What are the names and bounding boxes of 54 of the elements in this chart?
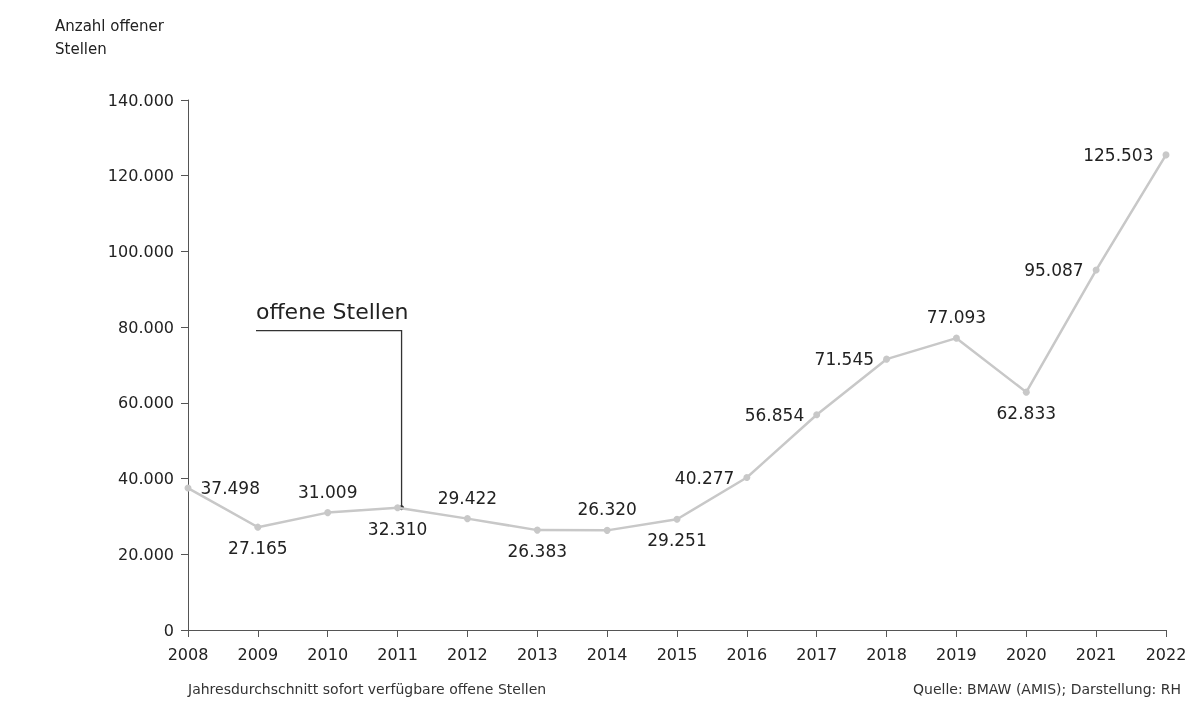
data-label: 32.310 — [367, 518, 428, 539]
data-label: 71.545 — [814, 349, 875, 370]
y-tick-label: 0 — [163, 620, 174, 640]
data-label: 27.165 — [228, 538, 288, 559]
point — [883, 355, 891, 363]
x-tick-label: 2015 — [656, 644, 698, 664]
x-tick-label: 2013 — [516, 644, 558, 664]
x-tick-label: 2022 — [1145, 644, 1187, 664]
x-tick-label: 2014 — [586, 644, 628, 664]
data-label: 95.087 — [1024, 260, 1084, 281]
y-tick-label: 20.000 — [118, 544, 174, 564]
point — [394, 504, 402, 512]
x-tick-label: 2019 — [936, 644, 977, 664]
x-tick-label: 2011 — [377, 644, 418, 664]
data-label: 37.498 — [200, 478, 260, 499]
data-label: 40.277 — [674, 467, 735, 488]
data-label: 56.854 — [744, 404, 805, 425]
x-tick-label: 2021 — [1075, 644, 1117, 664]
x-tick-label: 2020 — [1005, 644, 1047, 664]
x-tick-label: 2012 — [447, 644, 488, 664]
y-tick-label: 80.000 — [118, 317, 174, 337]
data-label: 29.422 — [437, 487, 498, 508]
point — [533, 526, 541, 534]
data-label: 62.833 — [996, 403, 1057, 424]
y-tick-label: 60.000 — [118, 393, 174, 413]
point — [324, 509, 332, 517]
point — [952, 334, 960, 342]
x-tick-label: 2009 — [237, 644, 279, 664]
point — [603, 526, 611, 534]
y-axis-title: Anzahl offener Stellen — [55, 16, 169, 58]
x-tick-label: 2017 — [796, 644, 838, 664]
x-tick-label: 2010 — [307, 644, 349, 664]
x-tick-label: 2018 — [866, 644, 907, 664]
y-tick-label: 120.000 — [107, 166, 174, 186]
data-label: 31.009 — [297, 481, 358, 502]
point — [254, 523, 262, 531]
point — [1022, 388, 1030, 396]
point — [813, 411, 821, 419]
text: Jahresdurchschnitt sofort verfügbare offene Stellen — [187, 681, 547, 697]
y-tick-label: 40.000 — [118, 469, 174, 489]
y-tick-label: 100.000 — [107, 241, 174, 261]
data-label: 29.251 — [647, 530, 707, 551]
point — [673, 515, 681, 523]
x-tick-label: 2016 — [726, 644, 768, 664]
data-label: 26.383 — [507, 541, 568, 562]
text: offene Stellen — [256, 299, 409, 325]
data-label: 125.503 — [1083, 144, 1154, 165]
point — [463, 515, 471, 523]
source-note: Quelle: BMAW (AMIS); Darstellung: RH — [913, 681, 1182, 697]
data-label: 26.320 — [577, 499, 637, 520]
y-tick-label: 140.000 — [107, 90, 174, 110]
data-label: 77.093 — [926, 307, 987, 328]
point — [743, 474, 751, 482]
x-tick-label: 2008 — [167, 644, 209, 664]
